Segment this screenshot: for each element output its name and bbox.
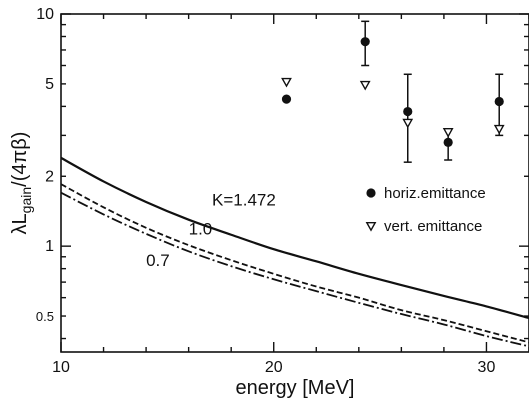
axis-ticks (60, 13, 529, 352)
y-axis-title-subscript: gain (18, 187, 34, 213)
curve-label: 0.7 (146, 251, 170, 270)
y-tick-label: 5 (45, 76, 54, 93)
x-tick-label: 20 (265, 359, 283, 376)
curve-label: K=1.472 (212, 190, 276, 209)
point-triangle (281, 77, 292, 88)
y-tick-label: 1 (45, 238, 54, 255)
point-triangle (365, 221, 377, 232)
legend-label: horiz.emittance (384, 185, 486, 202)
x-tick-label: 30 (478, 359, 496, 376)
curve-dashed (60, 183, 529, 344)
legend-label: vert. emittance (384, 218, 482, 235)
point-triangle (402, 118, 414, 129)
point-circle (366, 188, 376, 198)
point-circle (403, 106, 413, 117)
measured-points (281, 20, 505, 163)
point-triangle (442, 128, 454, 138)
curve-label: 1.0 (189, 220, 213, 239)
y-tick-label: 0.5 (36, 309, 54, 324)
y-tick-label: 10 (36, 6, 54, 23)
point-circle (494, 96, 504, 107)
point-triangle (359, 80, 371, 91)
point-circle (443, 137, 453, 147)
y-axis-title: λLgain/(4πβ) (9, 132, 34, 235)
point-circle (360, 37, 370, 47)
curve-dashdot (60, 191, 529, 348)
model-curves (60, 156, 529, 348)
y-tick-label: 2 (45, 168, 54, 185)
y-axis-title-rest: /(4πβ) (9, 132, 31, 187)
x-axis-title: energy [MeV] (236, 377, 355, 399)
x-tick-label: 10 (52, 359, 70, 376)
curve-labels: K=1.472 1.0 0.7 (146, 190, 276, 270)
point-triangle (493, 124, 505, 135)
legend: horiz.emittance vert. emittance (365, 185, 486, 235)
plot-frame (60, 13, 529, 353)
point-circle (281, 94, 292, 104)
y-axis-title-main: λL (9, 213, 31, 234)
axis-tick-labels: 10 20 30 10 5 2 1 0.5 (36, 6, 496, 376)
curve-solid (60, 156, 529, 320)
